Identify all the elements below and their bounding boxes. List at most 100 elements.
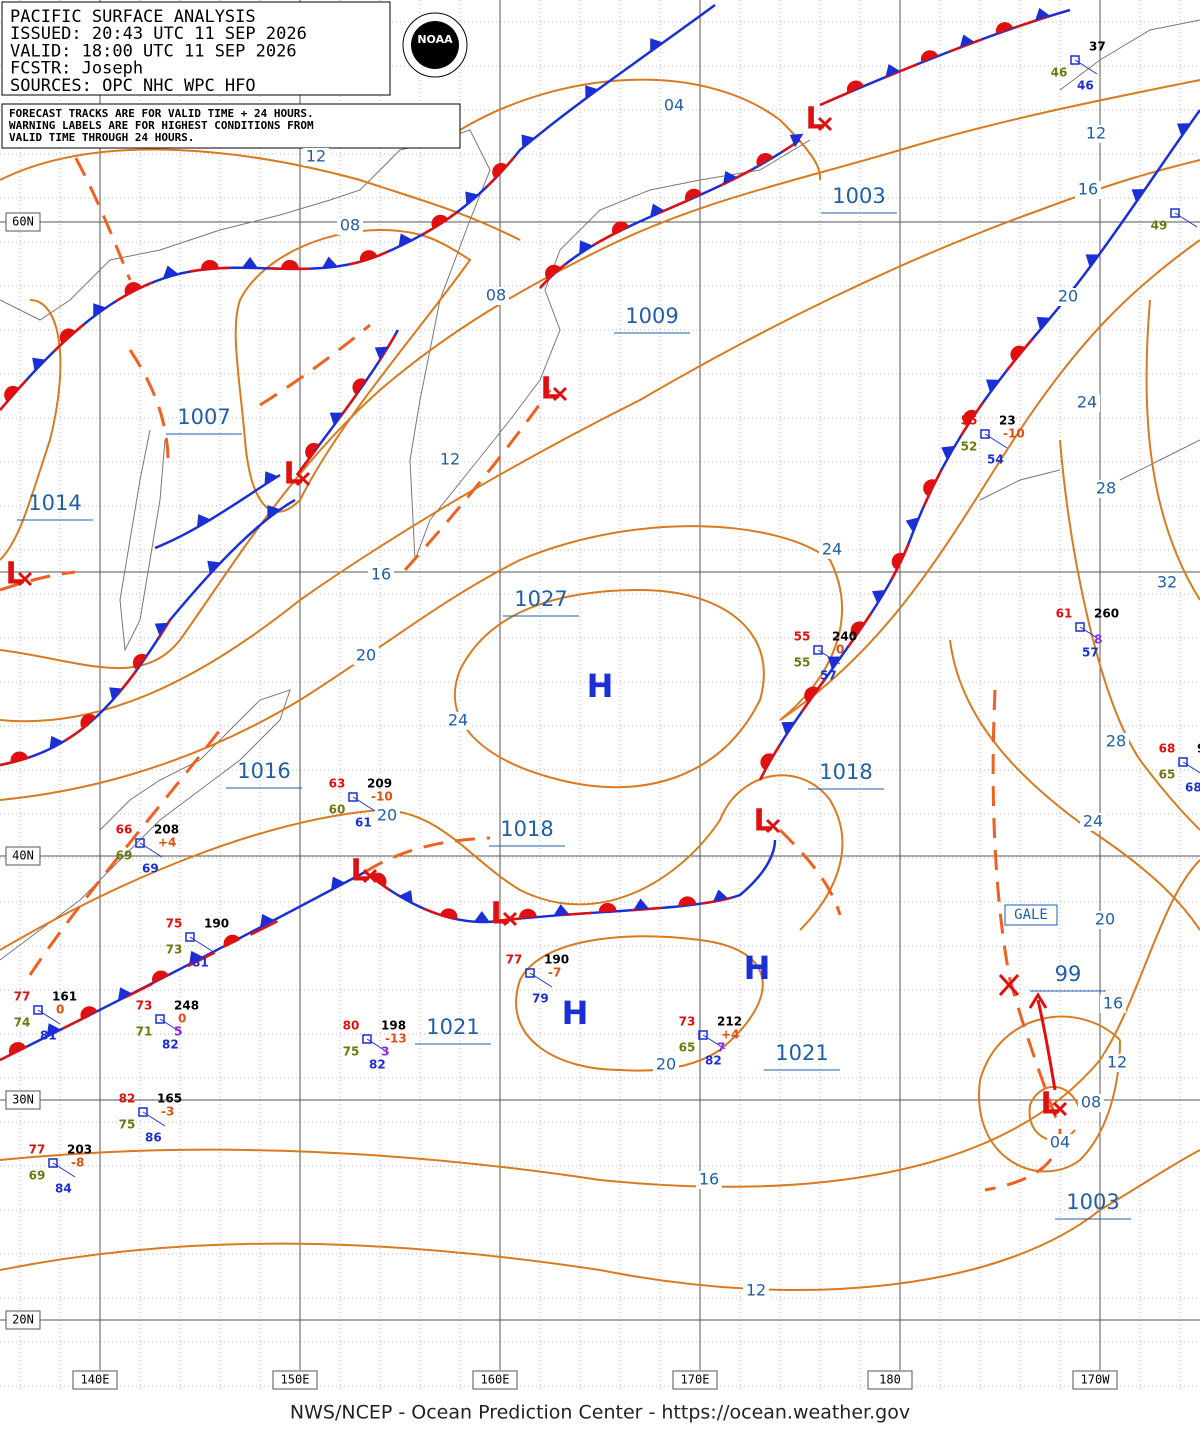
lat-label-box [5,212,41,232]
station-temp: 68 [1159,742,1176,756]
warm-front-symbol [124,282,142,296]
station-temp: 80 [343,1019,360,1033]
station-dewpoint: 49 [1151,219,1168,233]
header-line: PACIFIC SURFACE ANALYSIS [10,7,256,27]
station-temp: 77 [506,953,523,967]
warm-front-symbol [280,259,299,269]
isobar-label: 32 [1157,573,1177,592]
wind-barb [189,936,213,952]
track-arrow [1028,992,1048,1009]
isobar-label: 12 [746,1281,766,1300]
station-dewpoint: 52 [961,440,978,454]
cold-front-symbol [885,63,901,78]
station-extra: 54 [987,453,1004,467]
station-marker [33,1005,43,1015]
warm-front-symbol [891,552,905,570]
station-dewpoint: 46 [1051,66,1068,80]
wind-barb [139,842,163,858]
isobar-label: 28 [1096,479,1116,498]
station-pressure: 23 [999,414,1016,428]
pressure-center: 1009 [625,304,678,328]
warm-front-symbol [359,250,378,263]
station-dewpoint: 60 [329,803,346,817]
wind-barb [366,1038,390,1054]
station-marker [138,1107,148,1117]
header-note: FORECAST TRACKS ARE FOR VALID TIME + 24 … [9,107,314,120]
warm-front-symbol [439,908,458,920]
cold-front-symbol [196,514,211,528]
station-dewpoint: 55 [794,656,811,670]
lat-label: 30N [12,1093,34,1107]
cold-front-symbol [1177,123,1191,137]
station-extra: 79 [532,992,549,1006]
station-dewpoint: 75 [119,1118,136,1132]
wind-barb [529,972,553,988]
footer: NWS/NCEP - Ocean Prediction Center - htt… [290,1402,910,1424]
isobar-label-bg [353,647,379,665]
station-marker [1178,757,1188,767]
cold-front-symbol [398,890,413,904]
station-marker [813,645,823,655]
low-x [1052,1101,1068,1117]
warm-front-symbol [492,163,508,179]
warm-front-symbol [352,378,367,395]
warm-front-symbol [756,152,774,167]
wind-barb [1182,761,1200,774]
isobar-label: 16 [1103,994,1123,1013]
header-note: WARNING LABELS ARE FOR HIGHEST CONDITION… [9,119,314,132]
station-temp: 77 [14,990,31,1004]
station-temp: 55 [961,414,978,428]
pressure-center: 1016 [237,759,290,783]
low-x [765,818,781,834]
warm-front-symbol [370,872,387,887]
station-tendency: -13 [385,1032,407,1046]
pressure-center: 1021 [775,1041,828,1065]
station-tendency: +4 [158,836,176,850]
low-x [552,386,568,402]
isobar-label-bg [1100,995,1126,1013]
isobar-label-bg [696,1171,722,1189]
cold-front-symbol [162,265,179,279]
station-tendency: -10 [1003,427,1025,441]
low-x [362,868,378,884]
wind-barb [52,1162,76,1178]
station-marker [48,1158,58,1168]
cold-front-symbol [649,203,665,217]
station-marker [185,932,195,942]
isobar-label-bg [661,97,687,115]
low-x [817,116,833,132]
cold-front-symbol [633,898,650,911]
lon-label-box [1072,1370,1118,1390]
isobar-label: 16 [371,565,391,584]
isobar-label: 20 [1095,910,1115,929]
lon-label: 150E [281,1373,310,1387]
warm-front-symbol [80,713,97,729]
cold-front-symbol [1131,189,1146,203]
isobar-label: 12 [306,147,326,166]
cold-front-symbol [264,471,279,485]
station-extra: 46 [1077,79,1094,93]
lat-label-box [5,1310,41,1330]
station-extra: 57 [820,669,837,683]
warm-front-symbol [678,896,697,907]
station-dewpoint: 75 [343,1045,360,1059]
warm-front-symbol [846,80,865,94]
low-x [17,571,33,587]
low-x [502,911,518,927]
cold-front-symbol [827,656,842,670]
pressure-center: 1014 [28,491,81,515]
station-dewpoint: 74 [14,1016,31,1030]
cold-front-symbol [723,170,738,185]
cold-front-symbol [321,256,338,269]
isobar-label-bg [1092,911,1118,929]
warm-front-symbol [923,479,937,497]
isobar-label: 24 [448,711,468,730]
station-pressure: 198 [381,1019,406,1033]
wind-barb [37,1009,61,1025]
cold-front-symbol [267,505,281,519]
cold-front-symbol [872,589,886,604]
station-temp: 82 [119,1092,136,1106]
isobar-label: 16 [699,1170,719,1189]
header-line: SOURCES: OPC NHC WPC HFO [10,76,256,96]
